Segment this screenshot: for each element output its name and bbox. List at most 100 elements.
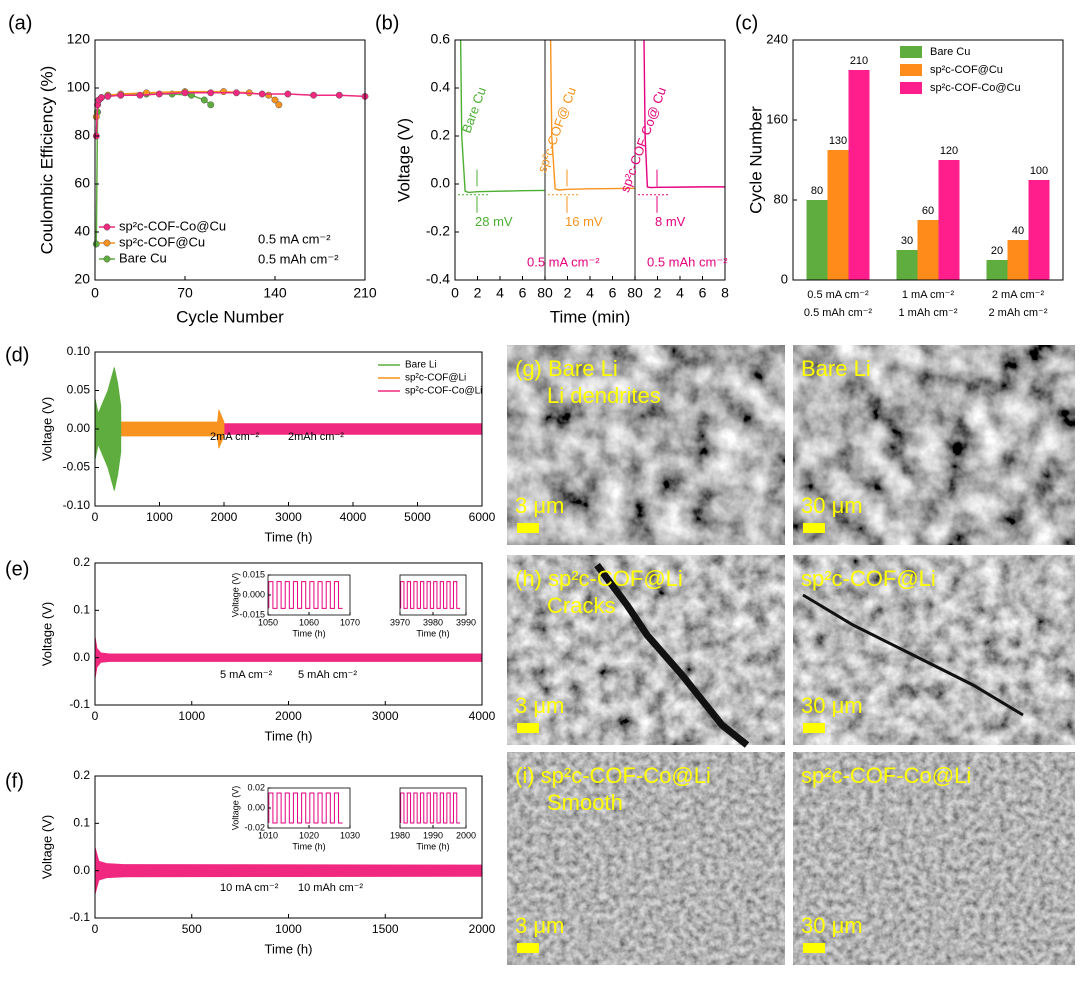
y-tick-label: -0.10 <box>63 498 91 512</box>
bar-value-label: 30 <box>901 235 913 247</box>
sem-image-texture <box>793 345 1075 545</box>
inset-x-tick-label: 1020 <box>299 830 319 840</box>
voltage-curve <box>549 39 636 191</box>
scale-bar <box>803 723 825 733</box>
inset-x-tick-label: 1010 <box>258 830 278 840</box>
y-axis-label: Voltage (V) <box>39 397 54 461</box>
inset-y-tick-label: 0.000 <box>242 589 265 599</box>
x-tick-label: 8 <box>537 285 545 301</box>
inset-x-label: Time (h) <box>292 841 325 851</box>
scale-bar-label: 30 μm <box>801 913 863 938</box>
y-axis-label: Cycle Number <box>746 106 765 214</box>
y-tick-label: -0.05 <box>63 460 91 474</box>
inset-square-wave <box>268 792 343 824</box>
x-tick-label: 0 <box>92 510 99 524</box>
image-caption: Li dendrites <box>547 383 661 408</box>
data-point <box>220 88 228 96</box>
y-tick-label: 0.2 <box>73 768 90 782</box>
annotation: 5 mAh cm⁻² <box>298 669 357 681</box>
y-tick-label: 80 <box>74 127 90 143</box>
x-tick-label: 6 <box>519 285 527 301</box>
x-tick-label: 4000 <box>340 510 367 524</box>
y-tick-label: 0.05 <box>67 383 91 397</box>
scale-bar-label: 3 μm <box>515 913 564 938</box>
bar <box>1007 240 1029 280</box>
x-tick-label: 4 <box>586 285 594 301</box>
x-tick-label: 1000 <box>178 709 205 723</box>
inset-square-wave <box>400 792 461 824</box>
annotation: 0.5 mA cm⁻² <box>258 231 331 246</box>
y-tick-label: 0 <box>781 271 788 286</box>
image-label: sp²c-COF-Co@Li <box>801 763 971 788</box>
data-point <box>258 90 266 98</box>
x-axis-label: Time (h) <box>265 941 313 956</box>
x-tick-label: 2 <box>564 285 572 301</box>
x-tick-label: 4 <box>496 285 504 301</box>
data-point <box>104 92 112 100</box>
inset-x-tick-label: 1060 <box>299 617 319 627</box>
y-tick-label: 0.2 <box>73 555 90 569</box>
sem-image-texture <box>507 555 785 745</box>
y-tick-label: 0.10 <box>67 344 91 358</box>
annotation: 10 mAh cm⁻² <box>298 882 363 894</box>
y-tick-label: 120 <box>67 31 91 47</box>
data-point <box>284 90 292 98</box>
plot-frame <box>792 39 1064 281</box>
inset-square-wave <box>268 581 343 609</box>
y-tick-label: 0.1 <box>73 603 90 617</box>
x-tick-label: 2000 <box>469 922 496 936</box>
y-tick-label: 240 <box>766 31 788 46</box>
legend-marker <box>103 255 111 263</box>
legend-label: sp²c-COF@Cu <box>119 234 205 249</box>
image-label: sp²c-COF@Li <box>801 566 936 591</box>
sem-image-texture <box>793 555 1075 745</box>
data-point <box>155 90 163 98</box>
bar-value-label: 100 <box>1030 165 1048 177</box>
inset-x-tick-label: 1050 <box>258 617 278 627</box>
sem-image-texture <box>793 752 1075 965</box>
x-axis-label: Time (h) <box>265 529 313 544</box>
y-tick-label: 80 <box>774 191 788 206</box>
x-tick-label: 0.5 mAh cm⁻² <box>804 307 872 319</box>
x-tick-label: 0 <box>92 709 99 723</box>
plot-frame <box>94 39 366 281</box>
y-tick-label: -0.4 <box>426 271 450 287</box>
x-axis-label: Cycle Number <box>176 307 284 326</box>
x-tick-label: 1000 <box>275 922 302 936</box>
sem-image-texture <box>507 345 785 545</box>
inset-y-label: Voltage (V) <box>230 786 240 831</box>
data-point <box>310 91 318 99</box>
scale-bar <box>517 723 539 733</box>
y-tick-label: -0.1 <box>69 697 90 711</box>
crack <box>594 562 750 748</box>
legend-label: sp²c-COF@Li <box>405 373 466 384</box>
y-tick-label: 0.2 <box>431 127 451 143</box>
image-label: (h) sp²c-COF@Li <box>515 566 683 591</box>
y-tick-label: 0.00 <box>67 421 91 435</box>
bar-value-label: 40 <box>1012 225 1024 237</box>
legend-label: Bare Cu <box>119 250 167 265</box>
voltage-curve <box>459 39 546 194</box>
panel-label: (e) <box>5 558 29 580</box>
bar-value-label: 20 <box>991 245 1003 257</box>
y-axis-label: Voltage (V) <box>39 815 54 879</box>
y-tick-label: -0.1 <box>69 910 90 924</box>
bar <box>986 260 1008 280</box>
inset-y-tick-label: 0.00 <box>247 802 265 812</box>
legend-label: sp²c-COF-Co@Li <box>405 386 482 397</box>
x-tick-label: 8 <box>721 285 729 301</box>
image-label: (g) Bare Li <box>515 356 618 381</box>
scale-bar <box>517 523 539 533</box>
bar-value-label: 80 <box>811 185 823 197</box>
bar <box>806 200 828 280</box>
x-tick-label: 1500 <box>372 922 399 936</box>
y-tick-label: 160 <box>766 111 788 126</box>
x-tick-label: 2 mA cm⁻² <box>992 289 1045 301</box>
x-tick-label: 2 <box>474 285 482 301</box>
y-tick-label: 0.4 <box>431 79 451 95</box>
image-caption: Smooth <box>547 790 623 815</box>
x-tick-label: 0 <box>92 922 99 936</box>
data-point <box>232 89 240 97</box>
bar <box>827 150 849 280</box>
